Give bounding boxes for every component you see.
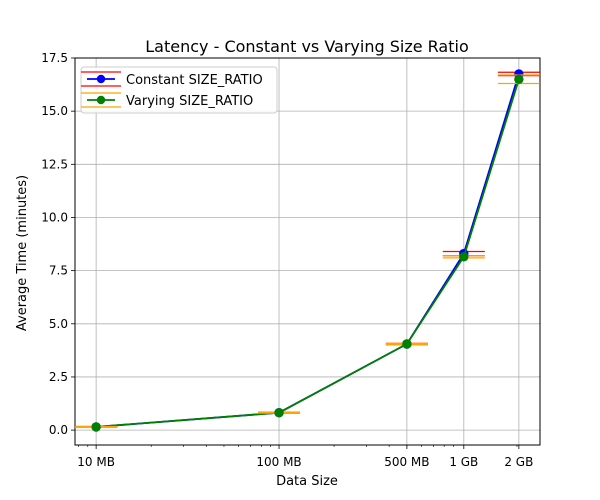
y-tick-label: 17.5 bbox=[41, 51, 68, 65]
data-point bbox=[274, 407, 284, 418]
x-tick-label: 100 MB bbox=[256, 455, 301, 469]
y-axis-label: Average Time (minutes) bbox=[15, 175, 30, 331]
plot-area: 10 MB 100 MB 500 MB 1 GB 2 GB 0.0 2.5 5.0 7.5 10.… bbox=[41, 51, 541, 469]
chart-title: Latency - Constant vs Varying Size Ratio bbox=[145, 37, 468, 56]
data-point bbox=[459, 252, 469, 262]
data-point bbox=[514, 74, 524, 84]
y-tick-label: 5.0 bbox=[49, 317, 68, 331]
x-tick-label: 2 GB bbox=[504, 455, 533, 469]
legend: Constant SIZE_RATIO Varying SIZE_RATIO bbox=[80, 66, 278, 114]
axes-frame bbox=[74, 57, 541, 446]
y-tick-label: 0.0 bbox=[49, 423, 68, 437]
y-tick-label: 10.0 bbox=[41, 210, 68, 224]
legend-marker bbox=[96, 95, 106, 105]
x-tick-label: 10 MB bbox=[77, 455, 115, 469]
x-axis-label: Data Size bbox=[276, 474, 338, 489]
data-point bbox=[402, 339, 412, 349]
legend-marker bbox=[96, 74, 106, 84]
y-tick-label: 7.5 bbox=[49, 264, 68, 278]
y-tick-label: 12.5 bbox=[41, 157, 68, 171]
legend-box bbox=[80, 66, 278, 114]
x-tick-label: 500 MB bbox=[384, 455, 429, 469]
legend-entry: Constant SIZE_RATIO bbox=[126, 73, 263, 88]
y-tick-label: 15.0 bbox=[41, 104, 68, 118]
data-point bbox=[91, 422, 101, 432]
legend-entry: Varying SIZE_RATIO bbox=[126, 94, 253, 109]
x-tick-label: 1 GB bbox=[449, 455, 478, 469]
y-tick-label: 2.5 bbox=[49, 370, 68, 384]
